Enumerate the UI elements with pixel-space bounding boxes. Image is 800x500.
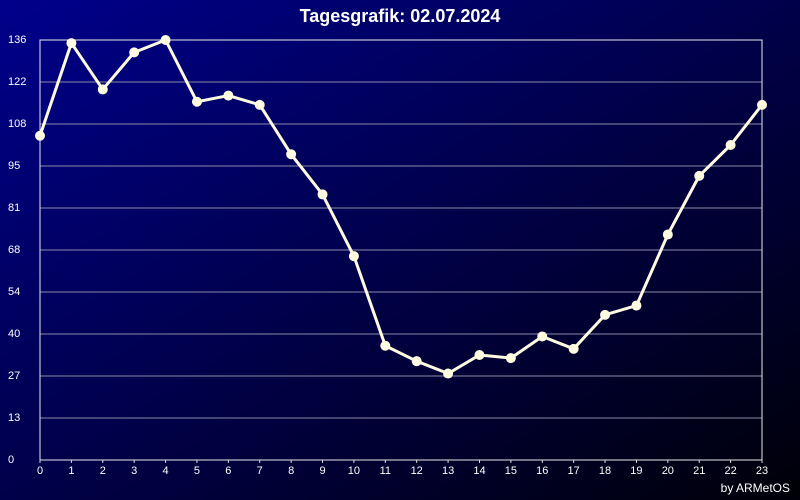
point — [537, 331, 548, 342]
x-tick-label: 21 — [693, 465, 705, 477]
x-tick-label: 15 — [505, 465, 517, 477]
x-tick-label: 18 — [599, 465, 611, 477]
point — [725, 140, 736, 150]
point — [757, 99, 767, 110]
x-tick-label: 23 — [756, 465, 768, 477]
point — [631, 300, 642, 311]
y-tick-label: 108 — [8, 118, 26, 130]
y-tick-label: 0 — [8, 454, 14, 466]
x-tick-label: 9 — [319, 465, 325, 477]
x-tick-label: 22 — [724, 465, 736, 477]
point — [97, 84, 108, 95]
point — [223, 90, 234, 101]
x-tick-label: 3 — [131, 465, 137, 477]
plot-border — [39, 39, 763, 461]
y-tick-label: 136 — [8, 34, 26, 46]
point — [191, 96, 202, 107]
x-tick-label: 17 — [568, 465, 580, 477]
x-tick-label: 12 — [411, 465, 423, 477]
y-tick-label: 40 — [8, 328, 20, 340]
point — [66, 38, 77, 49]
point — [474, 350, 485, 360]
x-tick-label: 16 — [536, 465, 548, 477]
x-tick-label: 1 — [68, 465, 74, 477]
y-tick-label: 13 — [8, 412, 20, 424]
point — [380, 340, 391, 351]
point — [286, 149, 297, 160]
x-tick-label: 6 — [225, 465, 231, 477]
x-tick-label: 5 — [194, 465, 200, 477]
point — [348, 251, 359, 262]
point — [505, 353, 516, 364]
credit: by ARMetOS — [721, 481, 790, 495]
x-tick-label: 2 — [100, 465, 106, 477]
line — [38, 38, 764, 376]
y-tick-label: 27 — [8, 370, 20, 382]
x-tick-label: 13 — [442, 465, 454, 477]
x-tick-label: 8 — [288, 465, 294, 477]
x-tick-label: 0 — [37, 465, 43, 477]
point — [411, 356, 422, 367]
point — [254, 99, 265, 110]
x-tick-label: 11 — [380, 465, 391, 477]
point — [568, 343, 579, 354]
point — [35, 130, 45, 141]
x-tick-label: 20 — [662, 465, 674, 477]
point — [694, 170, 705, 181]
y-tick-label: 95 — [8, 160, 20, 172]
x-tick-label: 14 — [473, 465, 485, 477]
point — [317, 189, 328, 200]
point — [160, 35, 171, 45]
point — [662, 229, 673, 240]
point — [129, 47, 140, 58]
x-tick-label: 10 — [348, 465, 360, 477]
y-tick-label: 54 — [8, 286, 20, 298]
y-tick-label: 122 — [8, 76, 26, 88]
x-tick-label: 7 — [257, 465, 263, 477]
y-tick-label: 81 — [8, 202, 20, 214]
point — [600, 309, 611, 320]
x-tick-label: 19 — [630, 465, 642, 477]
chart-title: Tagesgrafik: 02.07.2024 — [300, 6, 501, 26]
point — [443, 368, 454, 379]
y-tick-label: 68 — [8, 244, 20, 256]
x-tick-label: 4 — [163, 465, 169, 477]
